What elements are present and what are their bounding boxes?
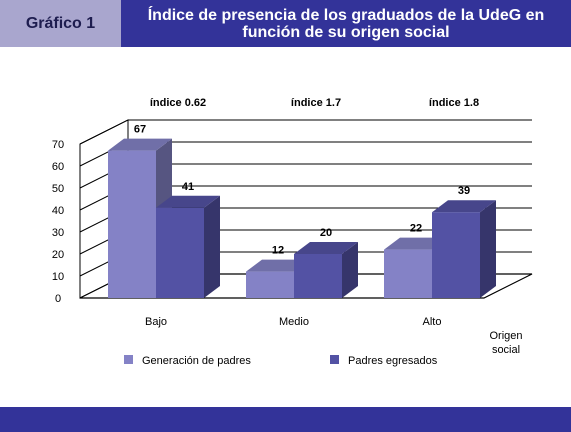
bar	[384, 249, 432, 298]
bar-side	[204, 195, 220, 298]
bar-chart: 0 10 20 30 40 50 60 70 67 41 Bajo índice 0.62 12 20 Me…	[52, 97, 533, 367]
legend-label: Generación de padres	[142, 355, 251, 367]
bar-top	[294, 242, 358, 254]
chart-number-label: Gráfico 1	[25, 14, 96, 32]
y-tick-label: 0	[55, 293, 61, 305]
chart-title: Índice de presencia de los graduados de …	[147, 6, 545, 41]
bar	[156, 207, 204, 298]
bar-value-label: 22	[410, 223, 422, 235]
bar	[432, 212, 480, 298]
bar	[108, 150, 156, 298]
bar-top	[156, 195, 220, 208]
gridline-diagonal	[79, 119, 129, 145]
bar-top	[432, 200, 496, 213]
chart-number-box: Gráfico 1	[0, 0, 121, 47]
y-tick-label: 40	[52, 205, 64, 217]
legend-swatch	[330, 355, 339, 364]
bar-side	[480, 200, 496, 298]
x-tick-label: Alto	[423, 316, 442, 328]
legend-label: Padres egresados	[348, 355, 438, 367]
y-tick-label: 30	[52, 227, 64, 239]
x-tick-label: Bajo	[145, 316, 167, 328]
index-label: índice 1.8	[429, 97, 479, 109]
y-tick-label: 20	[52, 249, 64, 261]
bar-value-label: 67	[134, 124, 146, 136]
bar-side	[342, 242, 358, 298]
bar-value-label: 39	[458, 185, 470, 197]
bar	[294, 254, 342, 298]
index-label: índice 1.7	[291, 97, 341, 109]
x-axis-label: Origen social	[489, 330, 522, 356]
y-tick-label: 50	[52, 183, 64, 195]
y-tick-label: 10	[52, 271, 64, 283]
bar-value-label: 41	[182, 181, 194, 193]
index-label: índice 0.62	[150, 97, 206, 109]
y-tick-label: 60	[52, 161, 64, 173]
bar	[246, 271, 294, 298]
footer-bar	[0, 407, 571, 432]
legend-swatch	[124, 355, 133, 364]
bar-top	[108, 138, 172, 151]
bar-value-label: 12	[272, 245, 284, 257]
chart-title-box: Índice de presencia de los graduados de …	[121, 0, 571, 47]
x-tick-label: Medio	[279, 316, 309, 328]
y-tick-label: 70	[52, 139, 64, 151]
bar-value-label: 20	[320, 227, 332, 239]
